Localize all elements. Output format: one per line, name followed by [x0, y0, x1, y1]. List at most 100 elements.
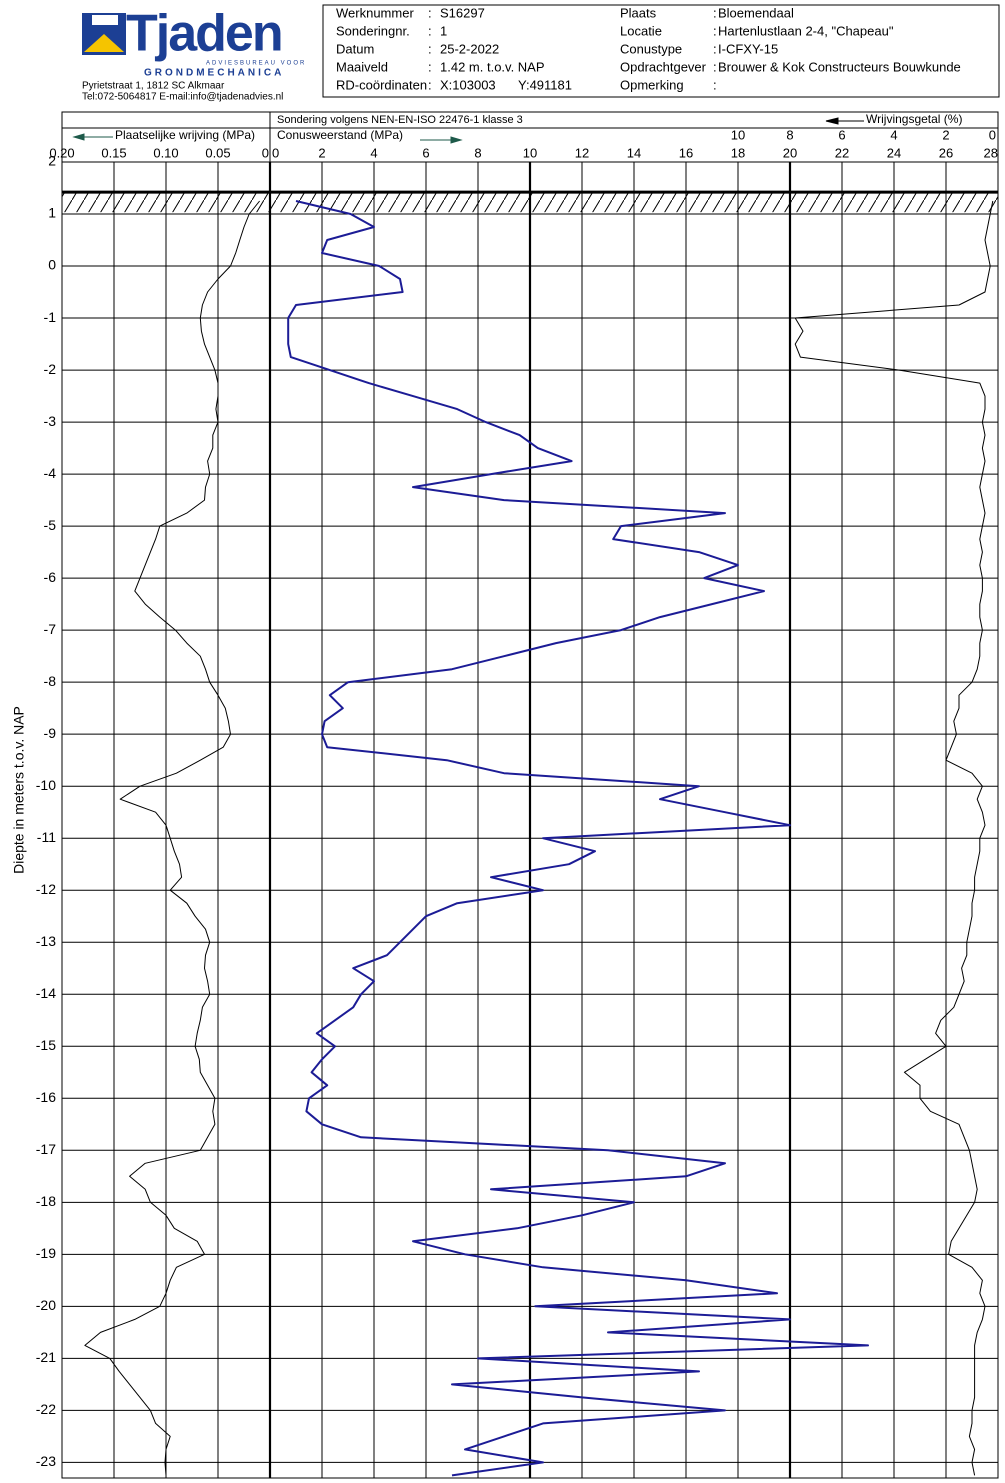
x-tick-label: 24 — [887, 145, 901, 160]
field-separator: : — [713, 77, 717, 92]
x-tick-label: 28 — [984, 145, 998, 160]
ratio-arrow — [825, 117, 864, 125]
x3-tick-label: 8 — [786, 127, 793, 142]
field-separator: : — [713, 5, 717, 20]
field-value: 25-2-2022 — [440, 41, 499, 56]
y-tick-label: -12 — [36, 881, 56, 897]
y-tick-label: 2 — [48, 153, 56, 169]
field-value: I-CFXY-15 — [718, 41, 778, 56]
logo-bar — [92, 15, 118, 25]
info-box — [322, 4, 1000, 98]
info-fields: Werknummer: S16297Sonderingnr.:1Datum:25-… — [336, 5, 961, 92]
field-value: Hartenlustlaan 2-4, "Chapeau" — [718, 23, 894, 38]
field-label: Locatie — [620, 23, 662, 38]
field-value: 1 — [440, 23, 447, 38]
field-value: X:103003 — [440, 77, 496, 92]
field-value: Brouwer & Kok Constructeurs Bouwkunde — [718, 59, 961, 74]
field-separator: : — [428, 23, 432, 38]
field-label: Werknummer — [336, 5, 414, 20]
y-tick-label: -20 — [36, 1297, 56, 1313]
field-label: Maaiveld — [336, 59, 388, 74]
field-separator: : — [428, 77, 432, 92]
company-specialty: GRONDMECHANICA — [144, 68, 284, 79]
y-tick-label: -17 — [36, 1141, 56, 1157]
y-tick-label: -22 — [36, 1401, 56, 1417]
x-tick-label: 14 — [627, 145, 641, 160]
y-tick-label: -15 — [36, 1037, 56, 1053]
chart-title: Sondering volgens NEN-EN-ISO 22476-1 kla… — [277, 114, 523, 126]
cone-axis-label: Conusweerstand (MPa) — [277, 128, 403, 142]
ground-hatch — [62, 192, 998, 213]
x-tick-label: 20 — [783, 145, 797, 160]
company-name: Tjaden — [126, 5, 282, 63]
y-tick-label: -11 — [37, 829, 56, 845]
series-line — [84, 200, 260, 1476]
y-tick-label: -2 — [44, 361, 57, 377]
series-line — [794, 200, 994, 1476]
x-tick-label: 12 — [575, 145, 589, 160]
contact: Tel:072-5064817 E-mail:info@tjadenadvies… — [82, 92, 283, 103]
x-tick-label: 16 — [679, 145, 693, 160]
x3-tick-label: 10 — [731, 127, 745, 142]
field-label: Sonderingnr. — [336, 23, 410, 38]
x-tick-label: 8 — [474, 145, 481, 160]
y-tick-label: -6 — [44, 569, 57, 585]
field-value: Y:491181 — [518, 77, 572, 92]
x2-tick-label: 0 — [262, 145, 269, 160]
logo-roof — [84, 34, 124, 52]
field-value: Bloemendaal — [718, 5, 794, 20]
plot: 210-1-2-3-4-5-6-7-8-9-10-11-12-13-14-15-… — [36, 127, 999, 1478]
x-tick-label: 2 — [318, 145, 325, 160]
y-tick-label: -3 — [44, 413, 57, 429]
x2-tick-label: 0.05 — [205, 145, 230, 160]
y-tick-label: -5 — [44, 517, 57, 533]
x2-tick-label: 0.20 — [49, 145, 74, 160]
y-axis-label: Diepte in meters t.o.v. NAP — [11, 706, 27, 874]
friction-axis-label: Plaatselijke wrijving (MPa) — [115, 128, 255, 142]
x-tick-label: 10 — [523, 145, 537, 160]
x-tick-label: 0 — [272, 145, 279, 160]
x3-tick-label: 0 — [989, 127, 996, 142]
field-label: RD-coördinaten — [336, 77, 427, 92]
field-label: Plaats — [620, 5, 657, 20]
y-tick-label: -4 — [44, 465, 57, 481]
y-tick-label: -23 — [36, 1453, 56, 1469]
x-tick-label: 22 — [835, 145, 849, 160]
company-tagline: ADVIESBUREAU VOOR — [206, 61, 306, 67]
y-tick-label: -1 — [44, 309, 57, 325]
y-tick-label: -16 — [36, 1089, 56, 1105]
y-tick-label: -13 — [36, 933, 56, 949]
y-tick-label: -10 — [36, 777, 56, 793]
field-separator: : — [428, 5, 432, 20]
ratio-axis-label: Wrijvingsgetal (%) — [866, 112, 962, 126]
series-line — [287, 200, 869, 1477]
field-value: S16297 — [440, 5, 485, 20]
y-tick-label: -14 — [36, 985, 56, 1001]
address: Pyrietstraat 1, 1812 SC Alkmaar — [82, 81, 225, 92]
x3-tick-label: 6 — [838, 127, 845, 142]
x3-tick-label: 2 — [942, 127, 949, 142]
y-tick-label: 0 — [48, 257, 56, 273]
x-tick-label: 18 — [731, 145, 745, 160]
y-tick-label: 1 — [48, 205, 56, 221]
arrow-head — [72, 133, 85, 141]
y-tick-label: -8 — [44, 673, 57, 689]
field-value: 1.42 m. t.o.v. NAP — [440, 59, 545, 74]
arrow-head — [450, 136, 463, 144]
x-tick-label: 6 — [422, 145, 429, 160]
axis-arrows — [72, 133, 463, 144]
x-tick-label: 26 — [939, 145, 953, 160]
logo: Tjaden ADVIESBUREAU VOOR GRONDMECHANICA … — [82, 5, 306, 103]
field-label: Conustype — [620, 41, 682, 56]
field-label: Opdrachtgever — [620, 59, 707, 74]
x2-tick-label: 0.10 — [153, 145, 178, 160]
field-separator: : — [713, 23, 717, 38]
field-label: Datum — [336, 41, 374, 56]
y-tick-label: -9 — [44, 725, 57, 741]
x3-tick-label: 4 — [890, 127, 897, 142]
y-tick-label: -18 — [36, 1193, 56, 1209]
field-separator: : — [428, 59, 432, 74]
y-tick-label: -7 — [44, 621, 57, 637]
x-tick-label: 4 — [370, 145, 377, 160]
